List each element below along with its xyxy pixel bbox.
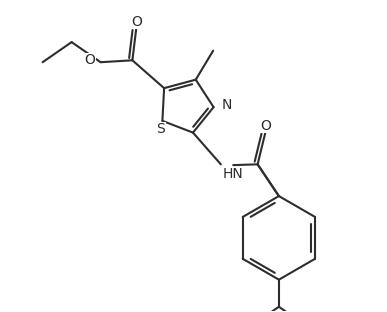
Text: S: S bbox=[156, 122, 165, 136]
Text: O: O bbox=[131, 15, 142, 29]
Text: O: O bbox=[260, 119, 271, 133]
Text: N: N bbox=[221, 98, 232, 112]
Text: HN: HN bbox=[223, 168, 243, 182]
Text: O: O bbox=[84, 53, 95, 67]
